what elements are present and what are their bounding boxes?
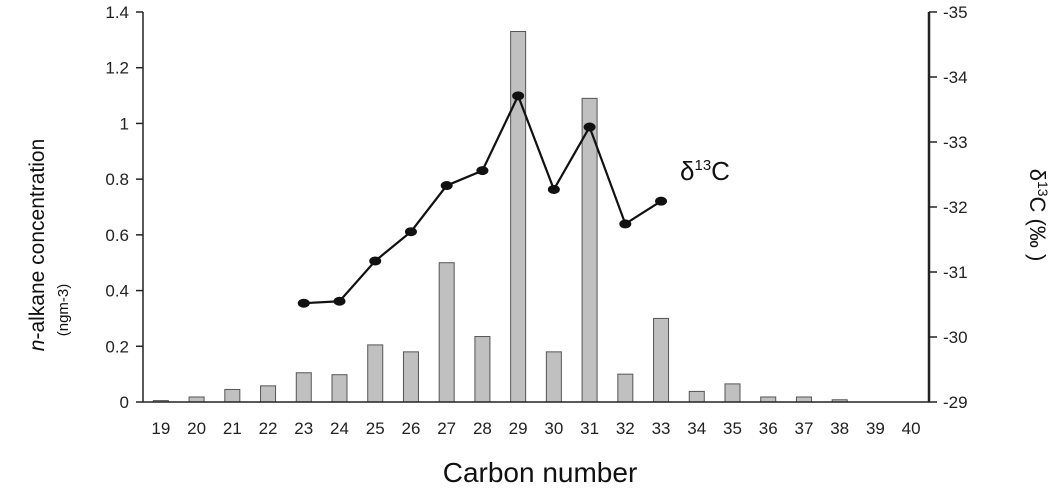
left-axis-unit: (ngm-3) [55,284,72,337]
bar-c25 [367,344,384,403]
x-tick-label: 21 [223,419,242,438]
left-tick-label: 0.6 [105,226,129,245]
x-axis-title: Carbon number [443,457,638,488]
x-tick-label: 20 [187,419,206,438]
d13c-point-c26 [404,227,417,237]
right-axis-title-sup: 13 [1035,181,1051,197]
x-tick-label: 39 [866,419,885,438]
bars-group [152,31,848,403]
d13c-point-c30 [547,184,560,194]
bar-c29 [510,31,527,403]
x-tick-label: 38 [830,419,849,438]
d13c-point-c28 [476,166,489,176]
bar-c32 [617,373,634,403]
svg-text:(ngm-3): (ngm-3) [55,284,72,337]
bar-c33 [653,317,670,403]
x-tick-label: 34 [687,419,706,438]
x-tick-label: 28 [473,419,492,438]
x-tick-label: 40 [902,419,921,438]
left-tick-label: 1 [120,114,129,133]
x-tick-label: 37 [794,419,813,438]
bar-c24 [331,374,348,403]
x-tick-label: 36 [759,419,778,438]
x-tick-label: 31 [580,419,599,438]
d13c-point-c29 [512,91,525,101]
series-label-delta: δ [680,156,694,186]
x-tick-label: 33 [652,419,671,438]
right-axis-title-text: C (‰ ) [1025,197,1050,262]
d13c-line [303,93,662,305]
x-tick-label: 27 [437,419,456,438]
left-axis-title-italic: n [26,340,49,352]
d13c-point-c23 [297,298,310,308]
right-axis: -29 -30 -31 -32 -33 -34 -35 [927,3,968,412]
x-tick-label: 19 [151,419,170,438]
right-axis-title: δ13C (‰ ) [1025,169,1051,262]
bar-c36 [760,396,777,403]
right-axis-title-delta: δ [1025,169,1050,181]
left-axis-title-text: -alkane concentration [26,139,49,340]
right-tick-label: -29 [943,393,968,412]
left-tick-label: 0 [120,393,129,412]
left-axis-title: n-alkane concentration [26,139,49,351]
bar-c37 [795,396,812,403]
right-tick-label: -31 [943,263,968,282]
left-tick-label: 1.2 [105,59,129,78]
svg-text:δ13C (‰ ): δ13C (‰ ) [1025,169,1051,262]
bar-c34 [688,390,705,403]
bar-c27 [438,262,455,403]
d13c-point-c31 [583,122,596,132]
x-tick-label: 29 [509,419,528,438]
x-tick-label: 32 [616,419,635,438]
right-tick-label: -35 [943,3,968,22]
d13c-point-c24 [333,296,346,306]
left-tick-label: 0.8 [105,170,129,189]
x-tick-label: 26 [401,419,420,438]
bar-c21 [224,388,241,403]
left-axis: 0 0.2 0.4 0.6 0.8 1 1.2 1.4 [105,3,144,412]
x-tick-label: 35 [723,419,742,438]
bar-c26 [402,351,419,403]
bar-c20 [188,396,205,403]
x-tick-label: 23 [294,419,313,438]
right-tick-label: -34 [943,68,968,87]
d13c-point-c25 [369,256,382,266]
d13c-point-c27 [440,181,453,191]
d13c-point-c32 [619,219,632,229]
left-tick-label: 0.2 [105,337,129,356]
x-tick-label: 24 [330,419,349,438]
left-tick-label: 0.4 [105,282,129,301]
d13c-point-c33 [655,196,668,206]
series-label-text: C [711,156,730,186]
bar-c23 [295,372,312,403]
right-tick-label: -32 [943,198,968,217]
x-tick-label: 30 [544,419,563,438]
bar-c28 [474,336,491,403]
left-tick-label: 1.4 [105,3,129,22]
x-axis: 19 20 21 22 23 24 25 26 27 28 29 30 31 32 33 34 35 36 37 38… [143,401,929,438]
right-tick-label: -30 [943,328,968,347]
bar-c30 [545,351,562,403]
line-series-group [297,91,668,308]
svg-text:n-alkane concentration: n-alkane concentration [26,139,49,351]
x-tick-label: 25 [366,419,385,438]
x-tick-label: 22 [259,419,278,438]
bar-c22 [260,385,277,403]
right-tick-label: -33 [943,133,968,152]
series-label-d13c: δ13C [680,156,730,186]
bar-c35 [724,383,741,403]
series-label-sup: 13 [694,157,711,174]
